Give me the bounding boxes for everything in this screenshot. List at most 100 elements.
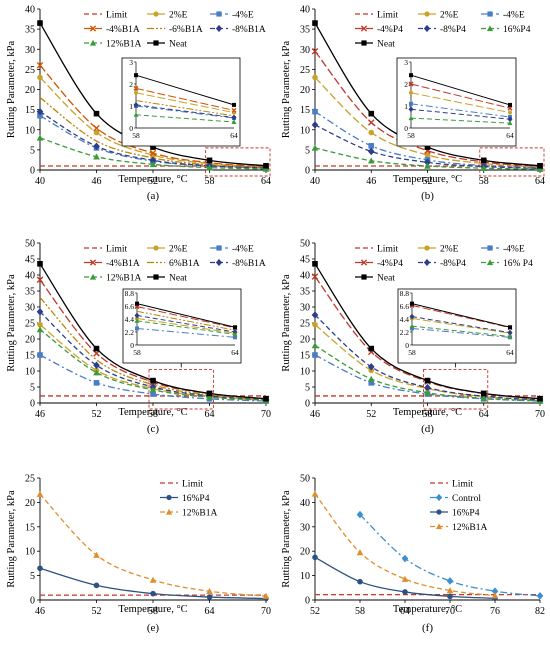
legend-marker [153, 40, 159, 46]
x-tick-label: 64 [400, 606, 410, 617]
y-tick-label: 15 [25, 351, 35, 362]
series-8b1a-point [36, 107, 44, 116]
series-6b1a-line [39, 97, 267, 169]
series-2e-point [368, 129, 375, 136]
legend-label: Limit [377, 11, 398, 21]
inset-y-tick-label: 6.6 [400, 302, 410, 311]
series-4e-point [37, 352, 43, 358]
inset-series-8p4-point [408, 106, 414, 113]
series-16p4-point [93, 582, 100, 589]
series-16p4-point [424, 389, 431, 396]
y-axis-label: Rutting Parameter, kPa [6, 490, 17, 588]
y-tick-label: 5 [30, 145, 35, 156]
y-tick-label: 25 [25, 474, 35, 485]
legend-marker [436, 509, 442, 515]
y-tick-label: 25 [25, 65, 35, 76]
legend-marker [153, 245, 159, 251]
series-control-point [356, 510, 364, 519]
legend-marker [215, 24, 223, 33]
legend-marker [360, 25, 368, 32]
y-tick-label: 30 [25, 45, 35, 56]
y-tick-label: 10 [300, 571, 310, 582]
inset-x-tick-label: 64 [231, 348, 239, 357]
inset-series-2e-point [508, 110, 512, 115]
legend-label: 16%P4 [503, 25, 531, 35]
series-4e-point [312, 108, 318, 115]
y-tick-label: 25 [300, 65, 310, 76]
inset-series-4b1a-point [231, 107, 237, 113]
y-tick-label: 40 [300, 5, 310, 16]
legend-marker [435, 493, 443, 502]
inset-x-tick-label: 64 [506, 131, 514, 140]
inset-series-6b1a-line [136, 310, 236, 331]
inset-series-neat-line [135, 74, 235, 106]
series-8b1a-point [93, 142, 100, 151]
y-tick-label: 10 [300, 367, 310, 378]
legend: Limit 2%E -4%E -4%P4 -8%P4 16%P4 Neat [355, 11, 531, 50]
x-tick-label: 58 [148, 606, 158, 617]
inset-series-2e-point [409, 90, 413, 95]
x-tick-label: 82 [535, 606, 545, 617]
legend-label: Limit [377, 245, 398, 255]
y-tick-label: 40 [25, 5, 35, 16]
y-tick-label: 10 [25, 125, 35, 136]
x-tick-label: 58 [355, 606, 365, 617]
y-axis-label: Rutting Parameter, kPa [6, 41, 17, 139]
legend-label: Neat [169, 274, 187, 284]
inset-series-8b1a-line [136, 314, 236, 333]
legend: Limit 2%E -4%E -4%B1A 6%B1A -8%B1A 12%B1A Neat [84, 245, 266, 284]
y-tick-label: 30 [300, 522, 310, 533]
series-12b1a-point [149, 576, 157, 583]
inset-series-neat-line [136, 303, 236, 328]
inset-series-12b1a-point [133, 112, 139, 117]
legend-label: -4%E [232, 11, 254, 21]
series-2e-point [312, 321, 318, 328]
zoom-region-box [205, 147, 271, 177]
legend-marker [166, 494, 172, 501]
inset-series-12b1a-point [232, 331, 238, 337]
legend-label: 2%E [440, 11, 459, 21]
series-16p4-point [367, 375, 375, 382]
inset-y-tick-label: 2.2 [400, 328, 410, 337]
y-tick-label: 45 [300, 255, 310, 266]
inset-series-12b1a-line [135, 114, 235, 123]
inset-series-16p4-line [410, 117, 511, 124]
series-12b1a-point [93, 369, 100, 376]
legend-label: -6%B1A [169, 25, 203, 35]
inset-series-12b1a-point [134, 318, 140, 323]
y-tick-label: 15 [300, 105, 310, 116]
inset-y-tick-label: 2 [404, 80, 408, 89]
legend-label: -8%P4 [440, 25, 466, 35]
inset-series-4p4-line [410, 83, 511, 109]
legend-label: 12%B1A [106, 40, 142, 50]
legend-marker [423, 258, 431, 267]
series-16p4-point [311, 342, 319, 349]
y-tick-label: 25 [25, 319, 35, 330]
legend-label: 2%E [169, 245, 188, 255]
y-tick-label: 20 [25, 335, 35, 346]
series-16p4-point [150, 590, 156, 597]
legend-marker [216, 245, 222, 251]
series-neat-point [206, 157, 213, 164]
inset-series-4b1a-line [136, 306, 236, 329]
series-neat-point [480, 157, 487, 164]
inset-x-tick-label: 58 [408, 348, 416, 357]
y-tick-label: 50 [300, 474, 310, 485]
y-tick-label: 10 [300, 125, 310, 136]
series-8p4-line [314, 124, 541, 170]
series-control-point [491, 587, 499, 596]
series-4e-point [368, 143, 375, 149]
inset-series-4b1a-point [133, 85, 139, 91]
legend-marker [360, 259, 368, 266]
legend: Limit 2%E -4%E -4%P4 -8%P4 16% P4 Neat [355, 245, 533, 284]
x-tick-label: 52 [366, 409, 376, 420]
inset-series-2e-line [135, 92, 235, 114]
y-tick-label: 20 [300, 85, 310, 96]
series-16p4-point [37, 565, 43, 572]
legend-label: -4%E [503, 11, 525, 21]
x-tick-label: 40 [310, 176, 320, 187]
legend-marker [89, 259, 97, 266]
series-neat-line [314, 263, 541, 400]
